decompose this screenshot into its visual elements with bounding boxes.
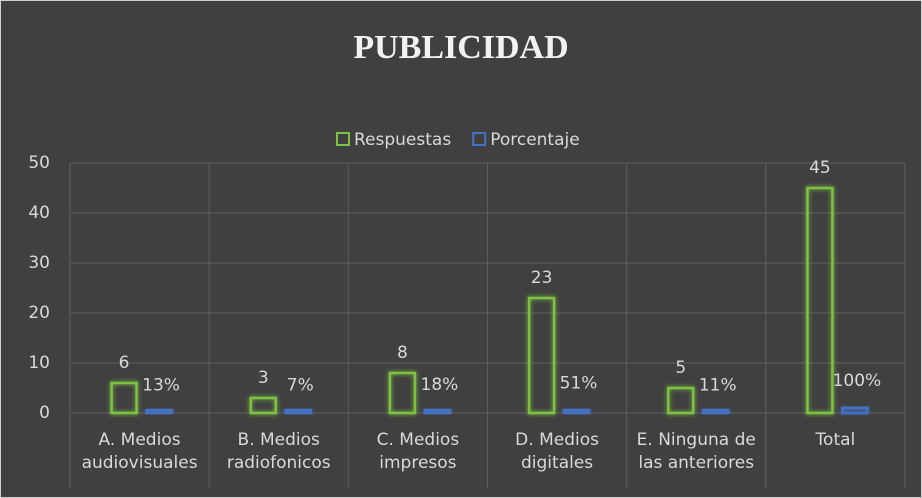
- data-label: 18%: [421, 375, 459, 395]
- data-label: 51%: [560, 373, 598, 393]
- x-tick-label: A. Medios audiovisuales: [81, 430, 198, 473]
- data-label: 6: [119, 353, 130, 373]
- data-label: 45: [809, 158, 831, 178]
- y-tick-label: 50: [28, 153, 50, 173]
- y-tick-label: 40: [28, 203, 50, 223]
- bar: [145, 408, 173, 415]
- y-tick-label: 30: [28, 253, 50, 273]
- bar: [667, 386, 695, 415]
- data-label: 5: [675, 358, 686, 378]
- bar: [702, 408, 730, 415]
- bar: [284, 408, 312, 415]
- x-tick-label: C. Medios impresos: [376, 430, 460, 473]
- data-label: 13%: [142, 375, 180, 395]
- legend-label: Porcentaje: [490, 130, 580, 150]
- bar: [806, 186, 834, 415]
- bar: [388, 371, 417, 415]
- chart-title: PUBLICIDAD: [353, 29, 568, 66]
- bar: [841, 406, 869, 415]
- y-tick-label: 10: [28, 353, 50, 373]
- y-tick-label: 20: [28, 303, 50, 323]
- data-label: 23: [531, 268, 553, 288]
- bar: [423, 408, 452, 415]
- x-tick-label: Total: [815, 430, 856, 450]
- data-label: 8: [397, 343, 408, 363]
- bar: [527, 296, 556, 415]
- x-tick-label: B. Medios radiofonicos: [226, 430, 331, 473]
- x-tick-label: D. Medios digitales: [515, 430, 599, 473]
- data-label: 3: [258, 368, 269, 388]
- legend-swatch: [336, 132, 350, 146]
- data-label: 7%: [287, 376, 314, 396]
- data-label: 11%: [699, 375, 737, 395]
- bar: [110, 381, 138, 415]
- legend-label: Respuestas: [354, 130, 451, 150]
- x-tick-label: E. Ninguna de las anteriores: [636, 430, 756, 473]
- bar: [249, 396, 277, 415]
- data-label: 100%: [833, 371, 882, 391]
- bar: [562, 408, 591, 415]
- legend-swatch: [472, 132, 487, 146]
- y-tick-label: 0: [39, 403, 50, 423]
